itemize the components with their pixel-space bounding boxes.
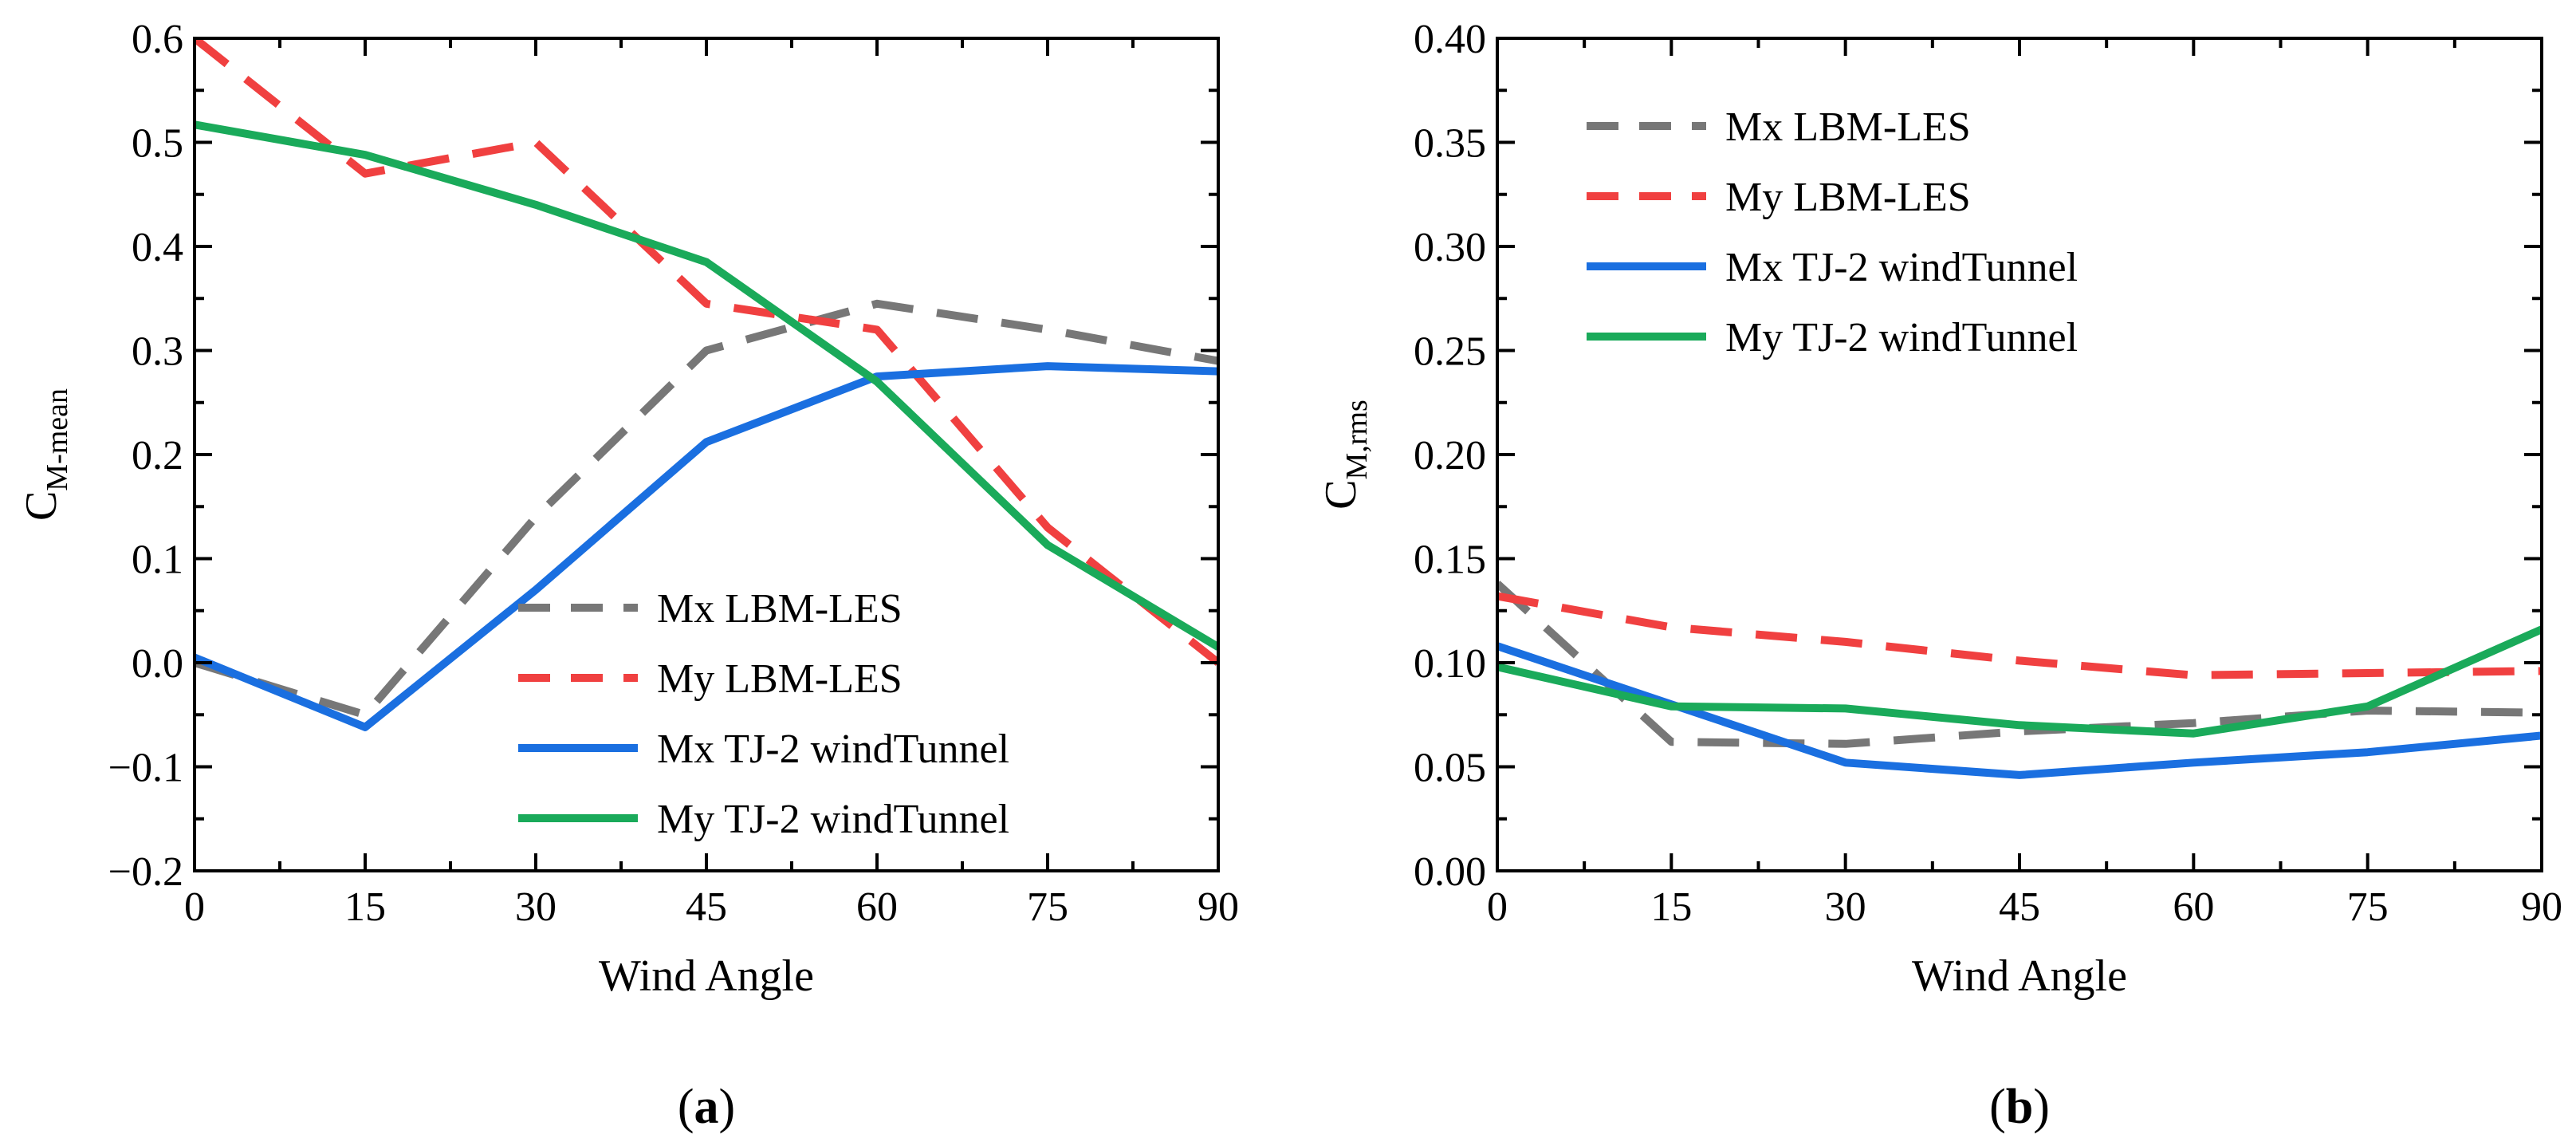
y-tick-label: 0.15 <box>1414 538 1486 583</box>
series-group <box>1497 581 2542 779</box>
x-tick-label: 15 <box>1650 884 1692 930</box>
y-tick-label: 0.20 <box>1414 433 1486 478</box>
y-axis-title-sub: M,rms <box>1340 400 1374 479</box>
x-tick-label: 15 <box>344 884 386 930</box>
series-group <box>195 38 1218 731</box>
x-tick-label: 0 <box>184 884 205 930</box>
y-tick-label: −0.1 <box>108 746 183 791</box>
panel-label-letter: a <box>694 1080 719 1134</box>
series-line-my-lbm-les <box>1497 592 2542 679</box>
y-tick-label: 0.2 <box>132 433 183 478</box>
legend-entry-label: My TJ-2 windTunnel <box>1725 315 2078 360</box>
legend-entry-label: Mx LBM-LES <box>1725 104 1971 150</box>
y-axis-title-sub: M-mean <box>41 388 74 491</box>
legend-entry-label: Mx LBM-LES <box>657 586 903 632</box>
series-line-mx-lbm-les <box>1497 581 2542 748</box>
series-line-my-tj-2-windtunnel <box>1497 625 2542 738</box>
plot-frame <box>1496 37 2543 872</box>
y-tick-label: 0.5 <box>132 121 183 167</box>
y-axis-title: CM-mean <box>17 388 74 521</box>
x-tick-label: 0 <box>1487 884 1508 930</box>
series-line-my-lbm-les <box>195 38 1218 666</box>
panel-label-open: ( <box>1989 1080 2006 1134</box>
x-tick-label: 45 <box>1999 884 2040 930</box>
legend: Mx LBM-LES My LBM-LES Mx TJ-2 windTunnel My… <box>1587 104 2078 360</box>
legend-entry-label: Mx TJ-2 windTunnel <box>657 727 1009 772</box>
y-tick-label: 0.6 <box>132 17 183 62</box>
y-tick-label: 0.25 <box>1414 329 1486 375</box>
x-axis-title: Wind Angle <box>599 951 814 1001</box>
x-axis-title: Wind Angle <box>1912 951 2127 1001</box>
x-tick-label: 30 <box>1825 884 1866 930</box>
y-tick-label: 0.00 <box>1414 849 1486 895</box>
y-tick-label: 0.35 <box>1414 121 1486 167</box>
legend-entry-label: My LBM-LES <box>1725 175 1971 220</box>
y-tick-label: 0.30 <box>1414 225 1486 270</box>
series-line-mx-lbm-les <box>195 299 1218 719</box>
y-tick-label: 0.1 <box>132 538 183 583</box>
y-tick-label: 0.10 <box>1414 641 1486 687</box>
x-tick-label: 60 <box>856 884 898 930</box>
y-tick-label: 0.0 <box>132 641 183 687</box>
panel-label-letter: b <box>2006 1080 2033 1134</box>
x-tick-label: 90 <box>1198 884 1239 930</box>
panel-label: (a) <box>678 1080 735 1134</box>
x-tick-label: 30 <box>515 884 556 930</box>
y-tick-label: 0.40 <box>1414 17 1486 62</box>
chart-b: 0 15 30 45 60 75 90 0.00 0.05 0.10 0.15 0.20 0.25 0.3… <box>1316 17 2562 1134</box>
y-tick-label: −0.2 <box>108 849 183 895</box>
legend-entry-label: My TJ-2 windTunnel <box>657 797 1009 842</box>
chart-a: 0 15 30 45 60 75 90 −0.2 −0.1 0.0 0.1 0.2 0.3 0.4 0.5 0… <box>17 17 1239 1134</box>
panel-label-close: ) <box>2033 1080 2050 1134</box>
panel-label-open: ( <box>678 1080 694 1134</box>
panel-label-close: ) <box>719 1080 736 1134</box>
y-axis-title: CM,rms <box>1316 400 1374 510</box>
y-tick-label: 0.05 <box>1414 746 1486 791</box>
y-tick-label: 0.4 <box>132 225 183 270</box>
y-axis-title-main: C <box>1316 479 1366 509</box>
series-line-mx-tj-2-windtunnel <box>195 362 1218 731</box>
x-tick-label: 75 <box>1027 884 1068 930</box>
legend-entry-label: Mx TJ-2 windTunnel <box>1725 245 2078 290</box>
x-tick-label: 45 <box>686 884 727 930</box>
x-tick-label: 75 <box>2347 884 2389 930</box>
y-tick-label: 0.3 <box>132 329 183 375</box>
legend: Mx LBM-LES My LBM-LES Mx TJ-2 windTunnel My… <box>518 586 1009 842</box>
x-tick-label: 90 <box>2521 884 2562 930</box>
x-tick-label: 60 <box>2173 884 2214 930</box>
y-axis-title-main: C <box>17 491 66 521</box>
series-line-my-tj-2-windtunnel <box>195 120 1218 651</box>
legend-entry-label: My LBM-LES <box>657 656 903 702</box>
panel-label: (b) <box>1989 1080 2050 1134</box>
